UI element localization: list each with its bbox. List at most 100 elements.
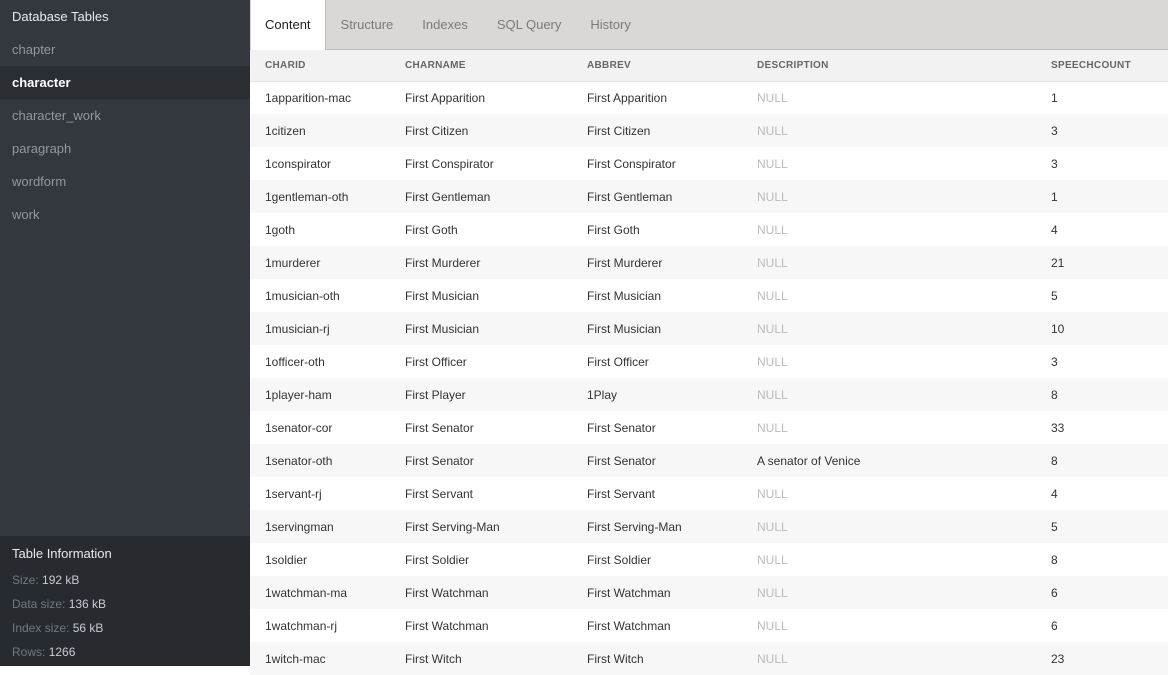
column-header-charid[interactable]: CHARID bbox=[250, 50, 390, 82]
table-row[interactable]: 1gentleman-oth First Gentleman First Gentl… bbox=[250, 180, 1168, 213]
cell-charid[interactable]: 1musician-rj bbox=[250, 312, 390, 345]
cell-charname[interactable]: First Murderer bbox=[390, 246, 572, 279]
cell-description[interactable]: NULL bbox=[742, 576, 1036, 609]
cell-speechcount[interactable]: 21 bbox=[1036, 246, 1168, 279]
cell-description[interactable]: NULL bbox=[742, 510, 1036, 543]
cell-charid[interactable]: 1goth bbox=[265, 222, 296, 237]
cell-description[interactable]: NULL bbox=[757, 552, 788, 567]
cell-speechcount[interactable]: 5 bbox=[1036, 510, 1168, 543]
table-row[interactable]: 1goth First Goth First Goth NULL 4 bbox=[250, 213, 1168, 246]
cell-abbrev[interactable]: First Conspirator bbox=[587, 156, 676, 171]
tab-indexes[interactable]: Indexes bbox=[422, 17, 468, 32]
cell-speechcount[interactable]: 8 bbox=[1036, 444, 1168, 477]
table-row[interactable]: 1player-ham First Player 1Play NULL 8 bbox=[250, 378, 1168, 411]
cell-abbrev[interactable]: First Soldier bbox=[587, 552, 652, 567]
cell-abbrev[interactable]: First Witch bbox=[572, 642, 742, 675]
cell-speechcount[interactable]: 3 bbox=[1051, 354, 1058, 369]
table-row[interactable]: 1servingman First Serving-Man First Servin… bbox=[250, 510, 1168, 543]
cell-abbrev[interactable]: First Musician bbox=[572, 312, 742, 345]
cell-description[interactable]: NULL bbox=[757, 354, 788, 369]
cell-charname[interactable]: First Watchman bbox=[405, 618, 489, 633]
cell-abbrev[interactable]: First Officer bbox=[587, 354, 649, 369]
column-header-charname[interactable]: CHARNAME bbox=[390, 50, 572, 82]
cell-speechcount[interactable]: 33 bbox=[1051, 420, 1065, 435]
cell-abbrev[interactable]: First Servant bbox=[587, 486, 656, 501]
cell-description[interactable]: NULL bbox=[757, 288, 788, 303]
cell-charname[interactable]: First Soldier bbox=[405, 552, 470, 567]
tab-structure[interactable]: Structure bbox=[340, 17, 394, 32]
cell-charid[interactable]: 1player-ham bbox=[250, 378, 390, 411]
table-row[interactable]: 1conspirator First Conspirator First Consp… bbox=[250, 147, 1168, 180]
cell-charname[interactable]: First Musician bbox=[405, 288, 480, 303]
table-row[interactable]: 1officer-oth First Officer First Officer NU… bbox=[250, 345, 1168, 378]
cell-abbrev[interactable]: First Apparition bbox=[587, 90, 668, 105]
cell-abbrev[interactable]: 1Play bbox=[572, 378, 742, 411]
cell-description[interactable]: NULL bbox=[757, 156, 788, 171]
cell-description[interactable]: NULL bbox=[742, 246, 1036, 279]
cell-speechcount[interactable]: 1 bbox=[1036, 180, 1168, 213]
cell-abbrev[interactable]: First Watchman bbox=[587, 618, 671, 633]
cell-charname[interactable]: First Officer bbox=[405, 354, 467, 369]
cell-description[interactable]: A senator of Venice bbox=[742, 444, 1036, 477]
cell-description[interactable]: NULL bbox=[742, 642, 1036, 675]
cell-speechcount[interactable]: 6 bbox=[1036, 576, 1168, 609]
table-row[interactable]: 1soldier First Soldier First Soldier NULL 8 bbox=[250, 543, 1168, 576]
table-row[interactable]: 1watchman-rj First Watchman First Watchman… bbox=[250, 609, 1168, 642]
sidebar-item-paragraph[interactable]: paragraph bbox=[12, 141, 72, 156]
sidebar-item-work[interactable]: work bbox=[12, 207, 40, 222]
cell-charname[interactable]: First Conspirator bbox=[405, 156, 494, 171]
cell-charname[interactable]: First Player bbox=[390, 378, 572, 411]
cell-charid[interactable]: 1watchman-rj bbox=[265, 618, 338, 633]
table-row[interactable]: 1citizen First Citizen First Citizen NULL 3 bbox=[250, 114, 1168, 147]
column-header-abbrev[interactable]: ABBREV bbox=[572, 50, 742, 82]
table-row[interactable]: 1apparition-mac First Apparition First App… bbox=[250, 81, 1168, 114]
cell-charid[interactable]: 1witch-mac bbox=[250, 642, 390, 675]
cell-abbrev[interactable]: First Citizen bbox=[572, 114, 742, 147]
cell-abbrev[interactable]: First Gentleman bbox=[572, 180, 742, 213]
cell-charid[interactable]: 1officer-oth bbox=[265, 354, 325, 369]
cell-description[interactable]: NULL bbox=[742, 312, 1036, 345]
tab-history[interactable]: History bbox=[590, 17, 631, 32]
cell-charid[interactable]: 1senator-cor bbox=[265, 420, 333, 435]
cell-abbrev[interactable]: First Goth bbox=[587, 222, 640, 237]
cell-speechcount[interactable]: 23 bbox=[1036, 642, 1168, 675]
cell-charname[interactable]: First Senator bbox=[405, 420, 474, 435]
cell-description[interactable]: NULL bbox=[742, 114, 1036, 147]
cell-abbrev[interactable]: First Watchman bbox=[572, 576, 742, 609]
sidebar-item-character-work[interactable]: character_work bbox=[12, 108, 101, 123]
cell-charid[interactable]: 1senator-oth bbox=[250, 444, 390, 477]
cell-abbrev[interactable]: First Serving-Man bbox=[572, 510, 742, 543]
cell-speechcount[interactable]: 1 bbox=[1051, 90, 1058, 105]
cell-charid[interactable]: 1apparition-mac bbox=[265, 90, 352, 105]
cell-charname[interactable]: First Watchman bbox=[390, 576, 572, 609]
cell-charname[interactable]: First Citizen bbox=[390, 114, 572, 147]
cell-speechcount[interactable]: 8 bbox=[1051, 552, 1058, 567]
cell-charid[interactable]: 1servingman bbox=[250, 510, 390, 543]
cell-description[interactable]: NULL bbox=[757, 420, 788, 435]
cell-charid[interactable]: 1soldier bbox=[265, 552, 308, 567]
table-row[interactable]: 1musician-oth First Musician First Musicia… bbox=[250, 279, 1168, 312]
table-row[interactable]: 1watchman-ma First Watchman First Watchman… bbox=[250, 576, 1168, 609]
cell-charname[interactable]: First Witch bbox=[390, 642, 572, 675]
sidebar-item-chapter[interactable]: chapter bbox=[12, 42, 56, 57]
sidebar-item-character[interactable]: character bbox=[0, 66, 250, 99]
sidebar-item-wordform[interactable]: wordform bbox=[12, 174, 67, 189]
cell-speechcount[interactable]: 6 bbox=[1051, 618, 1058, 633]
cell-description[interactable]: NULL bbox=[757, 222, 788, 237]
cell-description[interactable]: NULL bbox=[757, 90, 788, 105]
table-row[interactable]: 1senator-oth First Senator First Senator A … bbox=[250, 444, 1168, 477]
cell-abbrev[interactable]: First Senator bbox=[587, 420, 656, 435]
cell-charname[interactable]: First Gentleman bbox=[390, 180, 572, 213]
cell-description[interactable]: NULL bbox=[742, 180, 1036, 213]
cell-speechcount[interactable]: 3 bbox=[1036, 114, 1168, 147]
column-header-description[interactable]: DESCRIPTION bbox=[742, 50, 1036, 82]
cell-description[interactable]: NULL bbox=[757, 618, 788, 633]
cell-charname[interactable]: First Musician bbox=[390, 312, 572, 345]
cell-charname[interactable]: First Servant bbox=[405, 486, 474, 501]
cell-abbrev[interactable]: First Murderer bbox=[572, 246, 742, 279]
cell-speechcount[interactable]: 8 bbox=[1036, 378, 1168, 411]
cell-charid[interactable]: 1conspirator bbox=[265, 156, 332, 171]
cell-speechcount[interactable]: 4 bbox=[1051, 486, 1058, 501]
table-row[interactable]: 1musician-rj First Musician First Musician… bbox=[250, 312, 1168, 345]
cell-charid[interactable]: 1gentleman-oth bbox=[250, 180, 390, 213]
